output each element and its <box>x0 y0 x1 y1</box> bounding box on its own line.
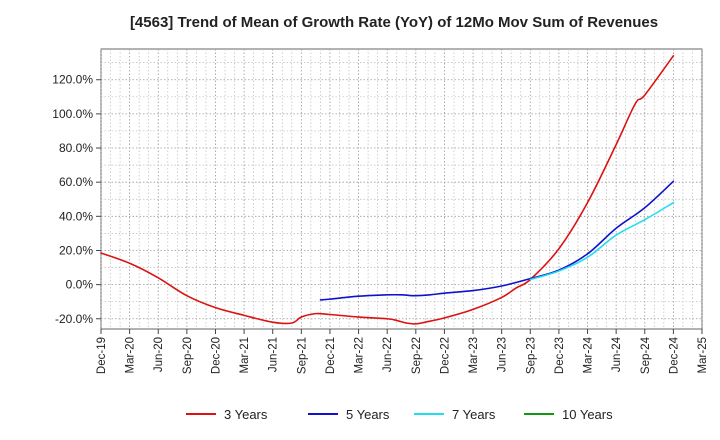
x-tick-label: Jun-22 <box>382 337 394 372</box>
y-tick-label: -20.0% <box>55 312 93 326</box>
x-tick-label: Sep-21 <box>296 337 308 374</box>
x-tick-label: Dec-22 <box>439 337 451 374</box>
series-layer <box>100 55 675 325</box>
x-tick-label: Jun-24 <box>611 336 623 372</box>
x-tick-label: Dec-23 <box>554 337 566 374</box>
x-tick-label: Mar-25 <box>697 337 709 373</box>
y-tick-label: 80.0% <box>59 141 93 155</box>
x-tick-label: Sep-20 <box>182 337 194 374</box>
x-tick-label: Mar-22 <box>354 337 366 373</box>
x-tick-label: Dec-24 <box>668 336 680 374</box>
x-tick-label: Sep-22 <box>411 337 423 374</box>
x-tick-label: Mar-23 <box>468 337 480 373</box>
x-axis: Dec-19 Mar-20 Jun-20 Sep-20 Dec-20 Mar-21 Jun-… <box>96 329 709 374</box>
x-tick-label: Sep-24 <box>640 336 652 374</box>
y-tick-label: 100.0% <box>52 107 93 121</box>
y-tick-label: 20.0% <box>59 243 93 257</box>
legend-label-5-years: 5 Years <box>346 407 390 422</box>
plot-area <box>100 48 703 330</box>
x-tick-label: Jun-21 <box>268 337 280 372</box>
x-tick-label: Jun-20 <box>153 337 165 372</box>
chart-title: [4563] Trend of Mean of Growth Rate (YoY… <box>130 14 658 31</box>
grid-layer <box>100 49 703 329</box>
x-tick-label: Mar-21 <box>239 337 251 373</box>
x-tick-label: Jun-23 <box>497 337 509 372</box>
series-line-7-years <box>529 201 675 281</box>
y-axis: -20.0% 0.0% 20.0% 40.0% 60.0% 80.0% 100.0% 120.… <box>52 73 101 326</box>
x-tick-label: Mar-20 <box>125 337 137 373</box>
legend: 3 Years 5 Years 7 Years 10 Years <box>186 407 613 422</box>
y-tick-label: 120.0% <box>52 73 93 87</box>
series-line-3-years <box>100 55 675 325</box>
y-tick-label: 0.0% <box>66 278 94 292</box>
x-tick-label: Sep-23 <box>525 337 537 374</box>
y-tick-label: 40.0% <box>59 209 93 223</box>
legend-label-7-years: 7 Years <box>452 407 496 422</box>
series-line-5-years <box>319 180 675 301</box>
legend-label-10-years: 10 Years <box>562 407 613 422</box>
y-tick-label: 60.0% <box>59 175 93 189</box>
legend-label-3-years: 3 Years <box>224 407 268 422</box>
x-tick-label: Mar-24 <box>583 336 595 373</box>
x-tick-label: Dec-19 <box>96 337 108 374</box>
x-tick-label: Dec-20 <box>210 337 222 374</box>
x-tick-label: Dec-21 <box>325 337 337 374</box>
